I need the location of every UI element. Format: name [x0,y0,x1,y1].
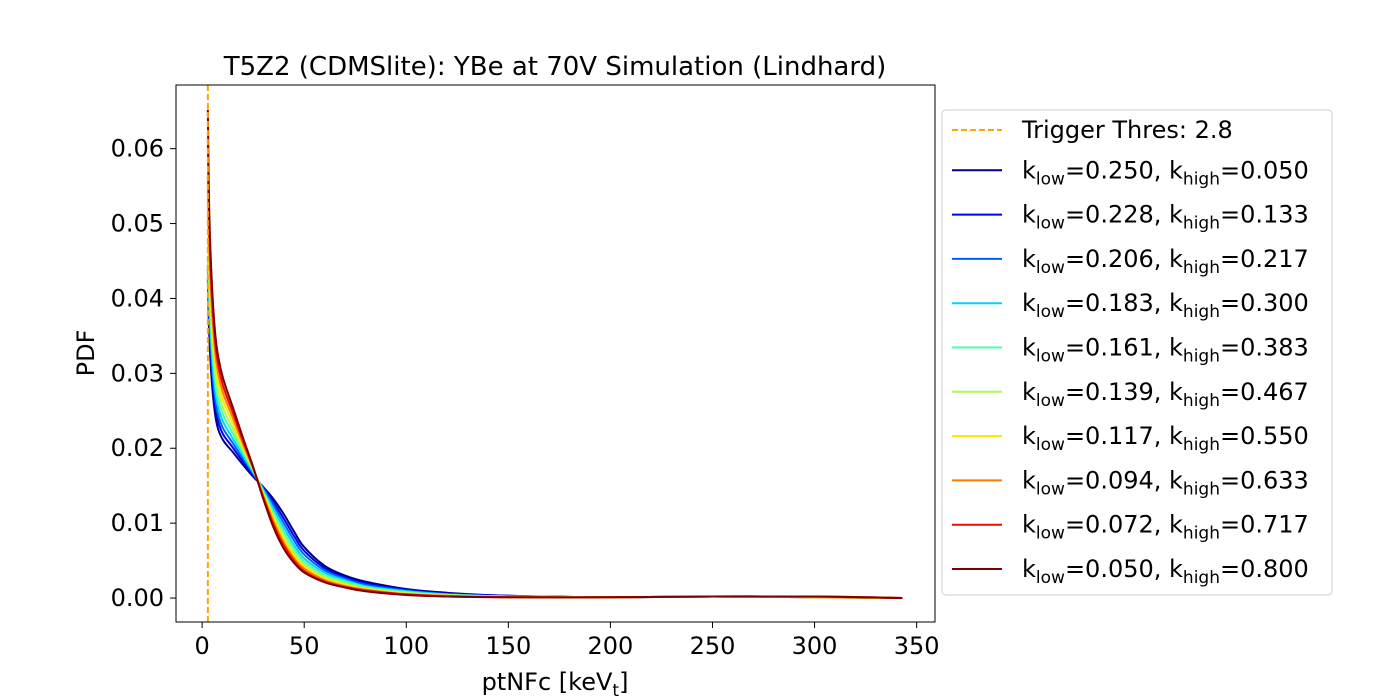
y-tick-label: 0.01 [111,509,164,537]
series-line-9 [206,139,903,600]
x-tick-label: 50 [289,632,320,660]
x-tick-label: 250 [690,632,736,660]
legend-label-7: klow=0.117, khigh=0.550 [1022,422,1309,455]
plot-area [206,85,903,622]
legend-label-5: klow=0.161, khigh=0.383 [1022,334,1309,367]
legend-box [941,109,1333,596]
chart-title: T5Z2 (CDMSlite): YBe at 70V Simulation (… [223,52,887,82]
x-axis-label-end: ] [619,668,628,696]
legend-label-2: klow=0.228, khigh=0.133 [1022,201,1309,234]
legend-label-6: klow=0.139, khigh=0.467 [1022,378,1309,411]
y-tick-label: 0.05 [111,210,164,238]
plot-frame [175,84,936,623]
x-tick-label: 100 [383,632,429,660]
y-axis-label: PDF [72,330,100,377]
y-tick-label: 0.04 [111,284,164,312]
series-line-8 [206,177,903,600]
series-line-7 [206,216,903,600]
legend-label-9: klow=0.072, khigh=0.717 [1022,511,1309,544]
y-tick-label: 0.00 [111,584,164,612]
series-line-1 [206,278,903,600]
x-axis-label-main: ptNFc [keV [482,668,613,696]
legend-label-10: klow=0.050, khigh=0.800 [1022,555,1309,588]
y-tick-label: 0.03 [111,359,164,387]
legend: Trigger Thres: 2.8 klow=0.250, khigh=0.05… [941,109,1333,596]
legend-label-3: klow=0.206, khigh=0.217 [1022,245,1309,278]
legend-label-1: klow=0.250, khigh=0.050 [1022,156,1309,189]
x-axis-label: ptNFc [keVt] [482,668,629,700]
series-line-4 [206,264,903,600]
series-line-3 [206,279,903,600]
legend-label-4: klow=0.183, khigh=0.300 [1022,289,1309,322]
legend-label-threshold: Trigger Thres: 2.8 [1021,116,1233,144]
legend-label-8: klow=0.094, khigh=0.633 [1022,466,1309,499]
x-axis-label-subscript: t [612,681,619,700]
series-line-5 [206,257,903,600]
series-line-2 [206,268,903,600]
y-axis: 0.00 0.01 0.02 0.03 0.04 0.05 0.06 [111,135,176,612]
y-tick-label: 0.06 [111,135,164,163]
x-tick-label: 300 [792,632,838,660]
y-tick-label: 0.02 [111,434,164,462]
series-line-6 [206,242,903,600]
series-line-10 [206,109,903,600]
x-tick-label: 350 [894,632,940,660]
x-tick-label: 200 [588,632,634,660]
x-axis: 0 50 100 150 200 250 300 350 [194,622,940,660]
x-tick-label: 150 [485,632,531,660]
x-tick-label: 0 [194,632,209,660]
